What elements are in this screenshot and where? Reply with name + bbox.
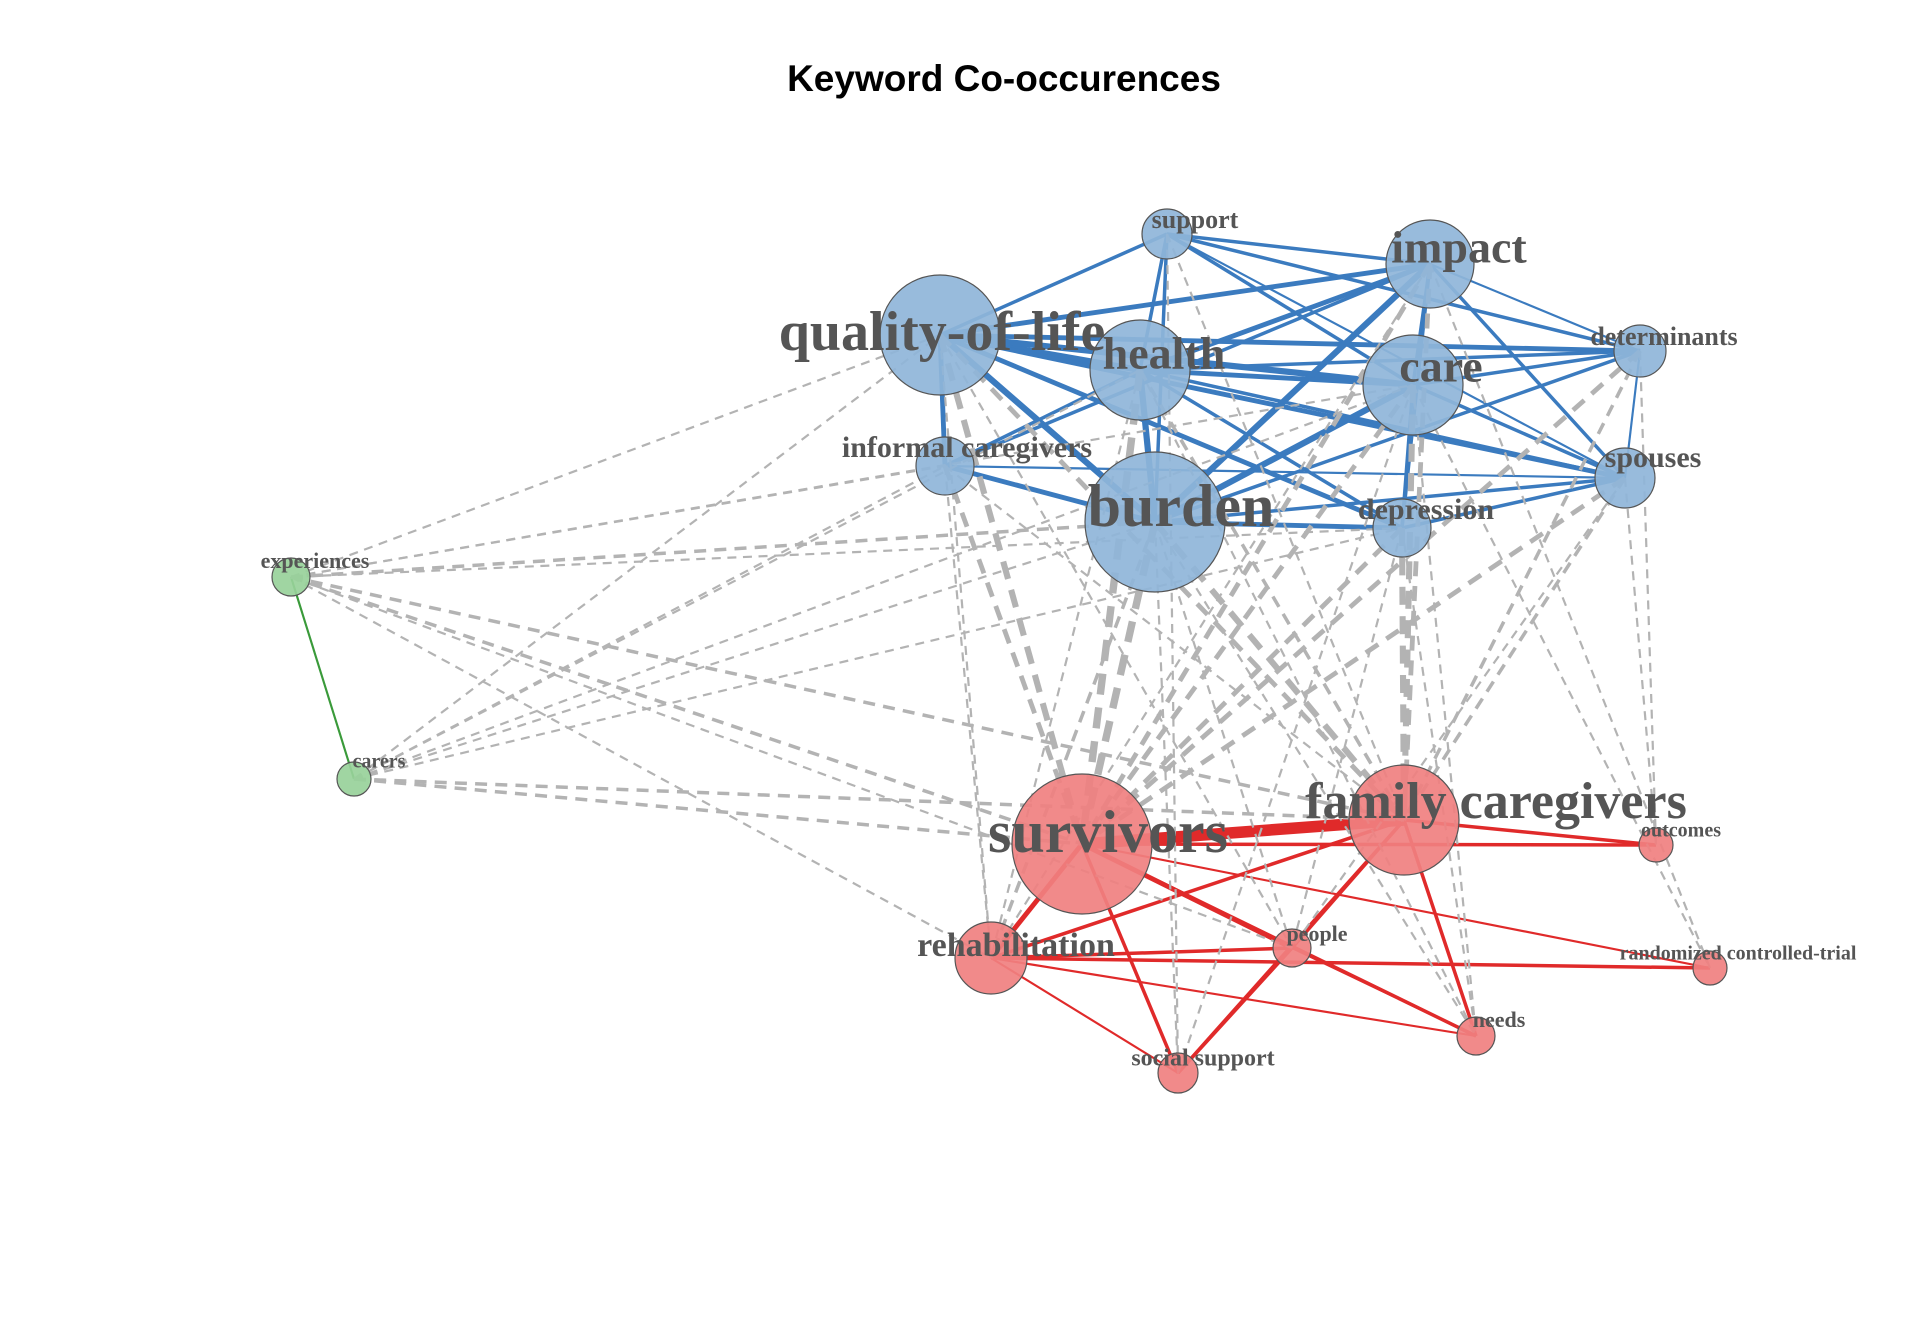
label-survivors: survivors (988, 799, 1228, 865)
edge-burden-rehabilitation (989, 521, 1157, 959)
edge-determinants-survivors (1080, 349, 1642, 846)
node-depression[interactable] (1372, 498, 1432, 558)
edge-spouses-family-caregivers (1402, 477, 1627, 821)
node-rehabilitation[interactable] (954, 921, 1028, 995)
edge-informal-caregivers-spouses (944, 464, 1626, 480)
edge-burden-people (1153, 521, 1294, 949)
edge-carers-quality-of-life (353, 334, 941, 780)
edge-burden-social-support (1153, 521, 1180, 1074)
label-family-caregivers: family caregivers (1305, 773, 1687, 830)
label-needs: needs (1473, 1007, 1526, 1032)
label-carers: carers (353, 751, 406, 773)
label-experiences: experiences (261, 548, 370, 573)
label-rehabilitation: rehabilitation (917, 927, 1115, 964)
edge-determinants-outcomes (1638, 350, 1658, 846)
edge-support-family-caregivers (1165, 233, 1406, 821)
nodes-layer (271, 208, 1728, 1094)
edge-carers-family-caregivers (353, 777, 1405, 822)
label-quality-of-life: quality-of-life (779, 301, 1106, 363)
edge-rehabilitation-people (990, 946, 1293, 960)
label-burden: burden (1088, 473, 1275, 539)
node-randomized-controlled-trial[interactable] (1692, 950, 1728, 986)
label-randomized-controlled-trial: randomized controlled-trial (1620, 943, 1857, 965)
label-informal-caregivers: informal caregivers (842, 431, 1092, 464)
chart-title: Keyword Co-occurences (787, 58, 1221, 99)
edge-burden-determinants (1154, 349, 1641, 524)
edge-carers-survivors (353, 777, 1083, 846)
edge-rehabilitation-needs (990, 956, 1477, 1038)
edge-spouses-survivors (1080, 476, 1627, 846)
edge-people-social-support (1176, 946, 1294, 1075)
label-spouses: spouses (1605, 441, 1702, 474)
edge-experiences-carers (289, 576, 356, 780)
labels-layer: quality-of-life support impact health care de… (261, 205, 1857, 1072)
edge-burden-spouses (1154, 476, 1626, 524)
edge-experiences-burden (290, 520, 1156, 579)
label-social-support: social support (1131, 1046, 1274, 1072)
edge-informal-caregivers-family-caregivers (944, 465, 1405, 821)
edge-spouses-people (1291, 477, 1626, 949)
edge-rehabilitation-randomized-controlled-trial (990, 956, 1711, 970)
label-people: people (1286, 921, 1347, 946)
edge-experiences-survivors (290, 575, 1083, 846)
edge-impact-health (1139, 261, 1431, 373)
edge-carers-informal-caregivers (353, 465, 946, 780)
edge-depression-people (1290, 527, 1404, 949)
edge-care-social-support (1176, 384, 1415, 1074)
edge-burden-needs (1154, 521, 1477, 1037)
label-depression: depression (1358, 493, 1494, 526)
node-informal-caregivers[interactable] (915, 436, 975, 496)
edge-impact-rehabilitation (990, 263, 1431, 959)
node-burden[interactable] (1084, 451, 1226, 593)
node-spouses[interactable] (1594, 447, 1656, 509)
edge-depression-spouses (1401, 476, 1626, 530)
node-experiences[interactable] (271, 557, 311, 597)
edge-health-survivors (1078, 369, 1144, 845)
node-support[interactable] (1141, 208, 1193, 260)
edge-experiences-informal-caregivers (290, 464, 946, 579)
edge-experiences-quality-of-life (290, 333, 941, 579)
edge-experiences-family-caregivers (290, 575, 1405, 822)
label-impact: impact (1391, 222, 1527, 273)
edge-quality-of-life-impact (939, 261, 1431, 338)
edge-quality-of-life-rehabilitation (938, 334, 993, 959)
label-determinants: determinants (1590, 322, 1737, 351)
node-health[interactable] (1089, 319, 1191, 421)
edge-experiences-rehabilitation (290, 576, 992, 959)
edge-carers-burden (353, 520, 1156, 781)
label-care: care (1399, 341, 1482, 392)
edge-carers-care (353, 383, 1414, 781)
edge-people-needs (1291, 947, 1477, 1037)
edge-care-survivors (1080, 383, 1415, 846)
edge-depression-survivors (1080, 526, 1404, 846)
label-health: health (1103, 328, 1226, 379)
edge-determinants-family-caregivers (1402, 350, 1642, 821)
node-social-support[interactable] (1157, 1052, 1199, 1094)
node-people[interactable] (1272, 928, 1312, 968)
node-determinants[interactable] (1613, 324, 1667, 378)
label-outcomes: outcomes (1641, 820, 1721, 842)
label-support: support (1152, 205, 1239, 234)
node-outcomes[interactable] (1638, 827, 1674, 863)
edge-family-caregivers-rehabilitation (990, 818, 1405, 960)
node-carers[interactable] (336, 761, 372, 797)
edge-carers-depression (353, 526, 1403, 781)
node-needs[interactable] (1456, 1016, 1496, 1056)
node-care[interactable] (1362, 334, 1464, 436)
node-family-caregivers[interactable] (1348, 764, 1460, 876)
edge-health-family-caregivers (1138, 369, 1406, 821)
edge-quality-of-life-determinants (939, 332, 1641, 354)
node-survivors[interactable] (1011, 773, 1153, 915)
edge-quality-of-life-people (939, 334, 1293, 949)
node-impact[interactable] (1385, 219, 1475, 309)
node-quality-of-life[interactable] (879, 274, 1001, 396)
